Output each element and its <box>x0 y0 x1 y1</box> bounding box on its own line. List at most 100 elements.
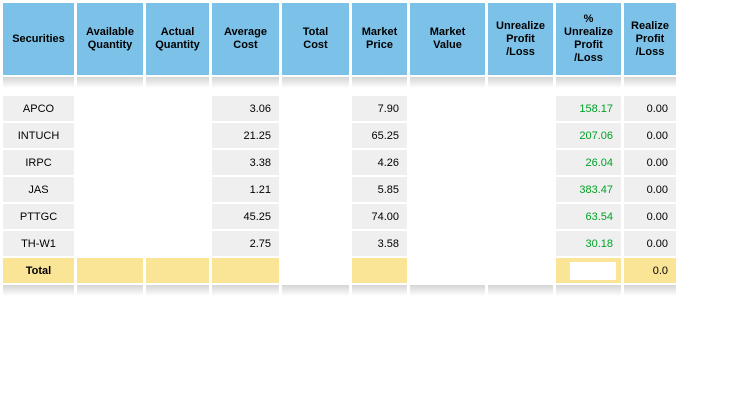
column-shadow <box>352 77 407 89</box>
cell-security: TH-W1 <box>3 231 74 256</box>
column-header-securities[interactable]: Securities <box>3 3 74 75</box>
column-shadow <box>410 285 485 297</box>
cell-realized-profit-loss: 0.00 <box>624 231 676 256</box>
cell-total-market-price <box>352 258 407 283</box>
cell-market-value <box>410 123 485 148</box>
table-header-row: Securities Available Quantity Actual Quant… <box>3 3 676 75</box>
cell-security: JAS <box>3 177 74 202</box>
cell-actual-quantity <box>146 231 209 256</box>
column-header-market-value[interactable]: Market Value <box>410 3 485 75</box>
cell-market-price: 4.26 <box>352 150 407 175</box>
total-label: Total <box>3 258 74 283</box>
cell-available-quantity <box>77 177 143 202</box>
cell-market-value <box>410 204 485 229</box>
column-shadow <box>488 285 553 297</box>
cell-actual-quantity <box>146 177 209 202</box>
cell-pct-unrealized-profit-loss: 63.54 <box>556 204 621 229</box>
cell-unrealized-profit-loss <box>488 204 553 229</box>
column-shadow <box>488 77 553 89</box>
column-shadow <box>77 77 143 89</box>
cell-total-cost <box>282 177 349 202</box>
cell-total-cost <box>282 123 349 148</box>
cell-average-cost: 3.38 <box>212 150 279 175</box>
cell-unrealized-profit-loss <box>488 123 553 148</box>
cell-security: IRPC <box>3 150 74 175</box>
cell-average-cost: 1.21 <box>212 177 279 202</box>
cell-unrealized-profit-loss <box>488 150 553 175</box>
cell-market-price: 65.25 <box>352 123 407 148</box>
cell-actual-quantity <box>146 204 209 229</box>
portfolio-table: Securities Available Quantity Actual Quant… <box>3 3 676 297</box>
column-shadow <box>624 285 676 297</box>
table-body: APCO 3.06 7.90 158.17 0.00 INTUCH 21.25 65.25 20… <box>3 96 676 283</box>
column-shadow <box>282 285 349 297</box>
column-shadow <box>77 285 143 297</box>
cell-actual-quantity <box>146 123 209 148</box>
cell-realized-profit-loss: 0.00 <box>624 177 676 202</box>
cell-security: PTTGC <box>3 204 74 229</box>
cell-total-cost <box>282 204 349 229</box>
cell-market-value <box>410 177 485 202</box>
cell-unrealized-profit-loss <box>488 96 553 121</box>
column-shadow <box>556 285 621 297</box>
cell-available-quantity <box>77 150 143 175</box>
table-bottom-shadow-strip <box>3 285 676 297</box>
cell-market-price: 74.00 <box>352 204 407 229</box>
header-shadow-strip <box>3 77 676 89</box>
cell-total-realized-profit-loss: 0.0 <box>624 258 676 283</box>
cell-pct-unrealized-profit-loss: 207.06 <box>556 123 621 148</box>
cell-realized-profit-loss: 0.00 <box>624 123 676 148</box>
cell-security: INTUCH <box>3 123 74 148</box>
cell-market-price: 7.90 <box>352 96 407 121</box>
cell-available-quantity <box>77 231 143 256</box>
column-header-unrealize-profit-loss[interactable]: Unrealize Profit /Loss <box>488 3 553 75</box>
cell-market-price: 5.85 <box>352 177 407 202</box>
cell-total-pct-unrealized-profit-loss <box>556 258 621 283</box>
column-shadow <box>556 77 621 89</box>
column-header-realize-profit-loss[interactable]: Realize Profit /Loss <box>624 3 676 75</box>
cell-average-cost: 2.75 <box>212 231 279 256</box>
column-header-pct-unrealize-profit-loss[interactable]: % Unrealize Profit /Loss <box>556 3 621 75</box>
column-shadow <box>624 77 676 89</box>
cell-total-actual-quantity <box>146 258 209 283</box>
cell-actual-quantity <box>146 150 209 175</box>
column-header-available-quantity[interactable]: Available Quantity <box>77 3 143 75</box>
cell-pct-unrealized-profit-loss: 383.47 <box>556 177 621 202</box>
column-shadow <box>212 285 279 297</box>
cell-available-quantity <box>77 96 143 121</box>
cell-security: APCO <box>3 96 74 121</box>
cell-market-value <box>410 96 485 121</box>
column-shadow <box>146 285 209 297</box>
cell-pct-unrealized-profit-loss: 158.17 <box>556 96 621 121</box>
cell-market-price: 3.58 <box>352 231 407 256</box>
cell-available-quantity <box>77 123 143 148</box>
cell-average-cost: 3.06 <box>212 96 279 121</box>
cell-realized-profit-loss: 0.00 <box>624 204 676 229</box>
cell-total-cost <box>282 231 349 256</box>
cell-market-value <box>410 150 485 175</box>
cell-total-average-cost <box>212 258 279 283</box>
column-header-market-price[interactable]: Market Price <box>352 3 407 75</box>
cell-average-cost: 45.25 <box>212 204 279 229</box>
column-shadow <box>212 77 279 89</box>
cell-total-total-cost <box>282 258 349 283</box>
cell-realized-profit-loss: 0.00 <box>624 96 676 121</box>
cell-total-cost <box>282 150 349 175</box>
cell-unrealized-profit-loss <box>488 177 553 202</box>
cell-actual-quantity <box>146 96 209 121</box>
cell-total-market-value <box>410 258 485 283</box>
cell-total-available-quantity <box>77 258 143 283</box>
cell-total-cost <box>282 96 349 121</box>
cell-pct-unrealized-profit-loss: 26.04 <box>556 150 621 175</box>
column-header-actual-quantity[interactable]: Actual Quantity <box>146 3 209 75</box>
cell-unrealized-profit-loss <box>488 231 553 256</box>
column-shadow <box>3 77 74 89</box>
column-shadow <box>3 285 74 297</box>
column-shadow <box>410 77 485 89</box>
total-pct-unrealized-box <box>570 261 616 280</box>
column-shadow <box>282 77 349 89</box>
cell-realized-profit-loss: 0.00 <box>624 150 676 175</box>
cell-market-value <box>410 231 485 256</box>
column-header-total-cost[interactable]: Total Cost <box>282 3 349 75</box>
column-header-average-cost[interactable]: Average Cost <box>212 3 279 75</box>
